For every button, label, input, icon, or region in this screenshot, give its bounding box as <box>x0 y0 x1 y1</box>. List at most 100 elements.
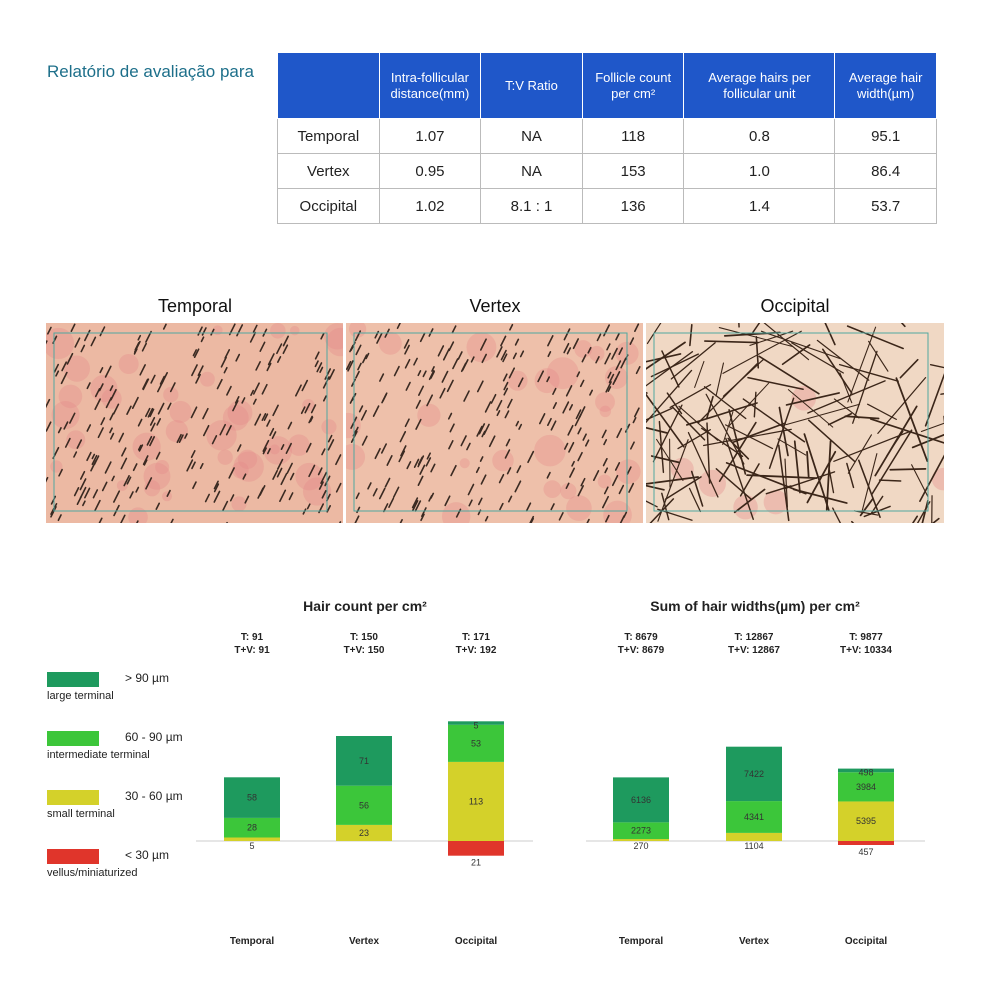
hair-stub <box>94 398 101 411</box>
hair-strand <box>746 474 818 480</box>
hair-stub <box>262 447 267 455</box>
skin-spot <box>206 420 237 451</box>
hair-stub <box>562 401 570 414</box>
hair-strand <box>911 433 944 449</box>
skin-spot <box>534 434 566 467</box>
hair-strand <box>853 510 879 516</box>
bar-segment-small-terminal <box>613 839 669 841</box>
hair-stub <box>126 405 132 415</box>
hair-stub <box>76 439 83 449</box>
skin-spot <box>791 385 817 411</box>
hair-stub <box>328 368 335 380</box>
bar-segment-small-terminal <box>448 761 504 841</box>
hair-strand <box>715 468 752 500</box>
hair-stub <box>242 473 247 480</box>
legend-swatch <box>47 790 99 805</box>
hair-stub <box>314 360 319 368</box>
hair-stub <box>404 344 410 355</box>
total-label-t: T: 171 <box>462 632 490 643</box>
hair-stub <box>425 457 432 467</box>
hair-stub <box>568 404 574 411</box>
hair-stub <box>430 463 436 473</box>
hair-stub <box>149 436 155 447</box>
hair-stub <box>55 370 60 377</box>
hair-stub <box>98 517 103 523</box>
skin-spot <box>50 460 63 473</box>
hair-strand <box>652 404 683 463</box>
table-header-row: Intra-follicular distance(mm) T:V Ratio … <box>277 52 937 119</box>
hair-stub <box>448 440 454 450</box>
hair-strand <box>646 500 658 508</box>
table-row: Temporal 1.07 NA 118 0.8 95.1 <box>277 118 937 154</box>
skin-spot <box>326 327 343 357</box>
hair-stub <box>126 476 132 485</box>
hair-stub <box>90 336 97 347</box>
hair-stub <box>428 328 434 337</box>
hair-stub <box>552 402 557 410</box>
hair-stub <box>399 518 403 523</box>
hair-strand <box>911 515 919 523</box>
hair-stub <box>137 444 142 451</box>
hair-strand <box>671 405 706 441</box>
hair-stub <box>577 485 584 497</box>
skin-spot <box>51 400 80 430</box>
hair-stub <box>279 489 287 503</box>
hair-stub <box>618 347 624 356</box>
hair-stub <box>213 490 221 503</box>
hair-strand <box>825 440 832 511</box>
hair-stub <box>159 375 166 385</box>
hair-stub <box>104 365 112 378</box>
table-cell: 53.7 <box>834 188 937 224</box>
hair-stub <box>135 486 140 493</box>
hair-stub <box>514 338 520 346</box>
hair-stub <box>587 346 592 354</box>
data-label: 3984 <box>856 782 876 792</box>
hair-stub <box>289 472 295 481</box>
skin-spot <box>46 327 75 360</box>
skin-spot <box>321 419 337 435</box>
hair-stub <box>109 427 113 434</box>
hair-stub <box>197 326 203 336</box>
hair-stub <box>476 425 483 437</box>
bar-segment-small-terminal <box>224 837 280 841</box>
hair-stub <box>310 404 317 414</box>
hair-strand <box>646 369 693 424</box>
hair-stub <box>503 381 509 391</box>
hair-stub <box>131 396 139 410</box>
hair-stub <box>232 400 239 412</box>
skin-spot <box>574 340 593 358</box>
total-label-tv: T+V: 91 <box>234 645 270 656</box>
hair-stub <box>191 461 196 470</box>
hair-stub <box>507 398 513 409</box>
hair-strand <box>670 342 716 380</box>
hair-stub <box>269 427 275 437</box>
hair-stub <box>272 404 279 417</box>
hair-strand <box>704 340 759 344</box>
total-label-t: T: 91 <box>241 632 264 643</box>
hair-stub <box>301 379 309 392</box>
hair-stub <box>104 461 112 474</box>
hair-strand <box>706 395 714 419</box>
hair-strand <box>838 363 899 382</box>
hair-stub <box>141 342 147 352</box>
hair-stub <box>466 442 471 451</box>
data-label: 113 <box>469 796 483 806</box>
hair-stub <box>346 360 352 370</box>
hair-stub <box>608 373 615 384</box>
hair-stub <box>61 361 68 372</box>
total-label-t: T: 9877 <box>849 632 883 643</box>
hair-stub <box>512 352 517 360</box>
hair-stub <box>624 423 631 433</box>
hair-stub <box>236 324 244 337</box>
hair-stub <box>252 398 257 405</box>
hair-stub <box>404 418 410 428</box>
bar-segment-small-terminal <box>336 824 392 841</box>
hair-stub <box>300 406 306 415</box>
hair-stub <box>372 488 378 497</box>
hair-stub <box>79 478 87 491</box>
hair-stub <box>444 495 451 507</box>
data-label: 4341 <box>744 812 764 822</box>
category-label: Temporal <box>619 936 663 947</box>
table-cell: Occipital <box>277 188 380 224</box>
hair-stub <box>120 514 126 523</box>
